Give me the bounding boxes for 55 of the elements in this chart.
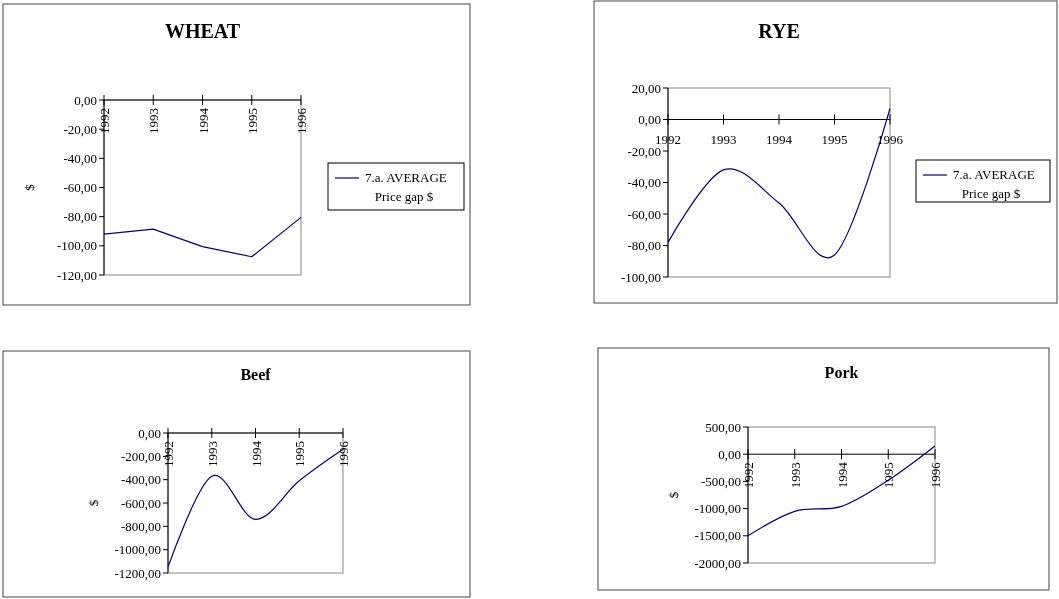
chart-title: RYE	[758, 20, 800, 42]
y-tick-label: -1000,00	[114, 542, 161, 558]
x-tick-label: 1993	[146, 108, 162, 134]
x-tick-label: 1996	[294, 107, 309, 134]
x-tick-label: 1994	[195, 107, 211, 134]
y-tick-label: -100,00	[620, 269, 661, 285]
x-tick-label: 1995	[244, 108, 260, 134]
y-tick-label: -500,00	[700, 473, 741, 489]
y-tick-label: -60,00	[627, 206, 661, 222]
y-axis-title: $	[666, 491, 681, 499]
y-tick-label: 20,00	[631, 80, 661, 96]
y-tick-label: 0,00	[138, 425, 161, 441]
x-tick-label: 1992	[741, 462, 756, 489]
y-tick-label: -600,00	[120, 495, 161, 511]
y-axis-title: $	[22, 183, 37, 191]
y-tick-label: -1200,00	[114, 565, 161, 581]
y-axis-title: $	[86, 499, 101, 507]
y-tick-label: -120,00	[56, 267, 97, 283]
y-tick-label: -1500,00	[694, 528, 741, 544]
x-tick-label: 1993	[204, 441, 220, 467]
x-tick-label: 1994	[248, 440, 264, 467]
line-series	[103, 216, 302, 258]
legend-label: 7.a. AVERAGE Price gap $	[953, 167, 1035, 201]
x-tick-label: 1995	[881, 462, 897, 489]
chart-title: WHEAT	[164, 20, 241, 42]
y-tick-label: 0,00	[638, 112, 661, 128]
y-tick-label: -200,00	[120, 448, 161, 464]
y-tick-label: -400,00	[120, 472, 161, 488]
y-tick-label: -2000,00	[694, 555, 741, 571]
x-tick-label: 1992	[161, 441, 176, 467]
y-tick-label: -60,00	[63, 180, 97, 196]
legend-label: 7.a. AVERAGE Price gap $	[365, 170, 447, 204]
y-tick-label: -40,00	[63, 150, 97, 166]
x-tick-label: 1996	[336, 440, 351, 467]
x-tick-label: 1994	[834, 461, 850, 489]
y-tick-label: -20,00	[63, 121, 97, 137]
chart-title: Pork	[824, 364, 859, 381]
x-tick-label: 1993	[710, 131, 737, 147]
y-tick-label: -100,00	[56, 238, 97, 254]
y-tick-label: 0,00	[718, 446, 741, 462]
x-tick-label: 1995	[292, 441, 308, 467]
y-tick-label: 500,00	[705, 419, 741, 435]
chart-title: Beef	[240, 366, 272, 383]
y-tick-label: -80,00	[63, 209, 97, 225]
x-tick-label: 1995	[821, 131, 848, 147]
y-tick-label: -80,00	[627, 238, 661, 254]
x-tick-label: 1994	[766, 131, 793, 147]
y-tick-label: -1000,00	[694, 501, 741, 517]
x-tick-label: 1992	[97, 108, 112, 134]
y-tick-label: -40,00	[627, 175, 661, 191]
x-tick-label: 1996	[928, 461, 943, 489]
y-tick-label: 0,00	[74, 92, 97, 108]
y-tick-label: -800,00	[120, 518, 161, 534]
x-tick-label: 1993	[787, 462, 803, 489]
y-tick-label: -20,00	[627, 143, 661, 159]
